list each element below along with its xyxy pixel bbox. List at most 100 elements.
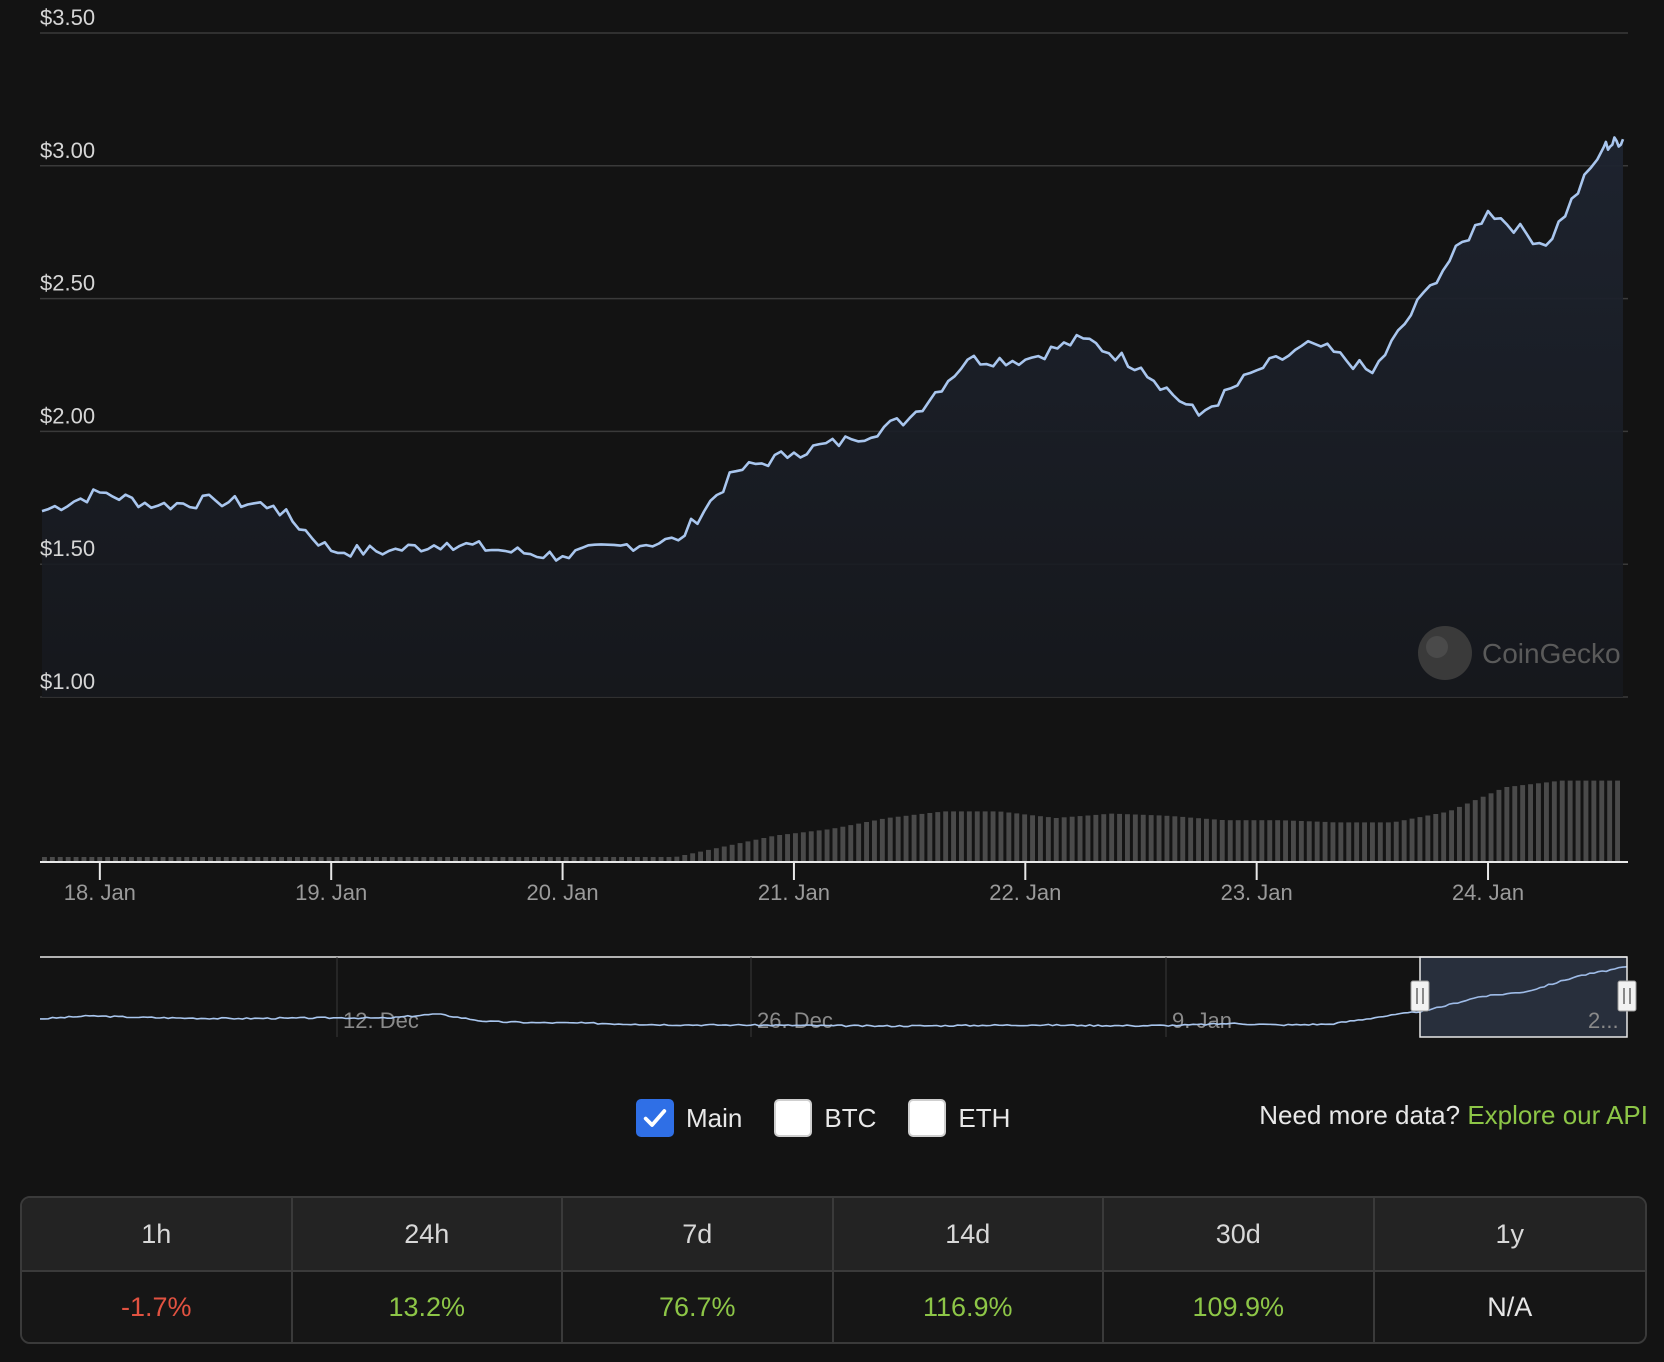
volume-bar [959,811,964,862]
volume-bar [1330,822,1336,862]
toggle-eth[interactable]: ETH [908,1099,1010,1137]
volume-bar [887,817,893,862]
volume-bar [453,857,458,862]
volume-bar [1077,816,1083,862]
volume-bar [152,857,158,862]
volume-bar [381,857,387,862]
range-navigator[interactable]: 12. Dec 26. Dec 9. Jan 2... [40,956,1637,1038]
watermark-text: CoinGecko [1482,638,1621,669]
volume-bar [168,857,174,862]
volume-bar [1101,814,1107,862]
volume-bar [318,857,324,862]
volume-bar [1528,784,1533,862]
volume-bar [445,857,451,862]
series-toggles: Main BTC ETH [636,1097,1042,1139]
volume-bar [200,857,205,862]
y-tick-label: $3.00 [40,138,95,163]
volume-bar [745,841,751,862]
navigator-selection[interactable] [1419,956,1628,1038]
volume-bar [1544,782,1549,862]
volume-bar [911,814,917,862]
volume-bar [271,857,277,862]
navigator-tick-label: 9. Jan [1172,1008,1232,1033]
volume-bar [627,857,632,862]
volume-bar [144,857,150,862]
price-area-fill [42,137,1623,697]
volume-bar [1251,820,1257,862]
volume-bar [295,857,300,862]
volume-bar [682,855,688,862]
volume-bar [302,857,308,862]
volume-bar [919,813,925,862]
volume-bar [358,857,364,862]
volume-bar [1433,814,1439,862]
btc-checkbox[interactable] [774,1099,813,1137]
toggle-main[interactable]: Main [636,1099,742,1137]
main-checkbox[interactable] [636,1099,674,1137]
volume-bar [247,857,253,862]
navigator-right-handle[interactable] [1617,980,1637,1012]
volume-bar [595,857,601,862]
volume-bar [761,838,767,862]
price-change-table: 1h 24h 7d 14d 30d 1y -1.7% 13.2% 76.7% 1… [20,1196,1647,1344]
volume-bar [713,848,719,862]
volume-bar [1093,814,1099,862]
volume-bar [666,857,672,862]
volume-bar [516,857,522,862]
eth-checkbox[interactable] [908,1099,947,1137]
navigator-left-handle[interactable] [1410,980,1430,1012]
volume-bar [97,857,103,862]
volume-bar [642,857,648,862]
volume-bar [856,823,862,862]
volume-bar [413,857,419,862]
price-line[interactable] [41,136,1625,562]
change-30d: 109.9% [1104,1272,1375,1342]
volume-bars [42,780,1620,862]
price-chart[interactable]: $1.00 $1.50 $2.00 $2.50 $3.00 $3.50 18. Jan 19… [0,0,1664,1060]
volume-bar [864,822,869,862]
volume-bar [1148,815,1154,862]
volume-bar [1441,812,1447,862]
volume-bar [777,835,783,862]
header-1y: 1y [1374,1198,1645,1272]
price-line-group[interactable] [41,136,1625,562]
x-tick-label: 19. Jan [295,880,367,905]
volume-bar [793,833,798,862]
x-tick-label: 23. Jan [1221,880,1293,905]
volume-bar [405,857,411,862]
volume-bar [287,857,292,862]
volume-bar [698,851,703,862]
explore-api-link[interactable]: Explore our API [1467,1100,1648,1130]
volume-bar [1140,814,1146,862]
volume-bar [611,857,617,862]
volume-bar [721,846,727,862]
volume-bar [231,857,237,862]
volume-bar [603,857,609,862]
volume-bar [1204,818,1209,862]
volume-bar [1085,815,1091,862]
volume-bar [208,857,213,862]
volume-bar [476,857,482,862]
toggle-btc[interactable]: BTC [774,1099,876,1137]
volume-bar [690,853,696,862]
volume-bar [974,811,980,862]
volume-bar [832,828,838,862]
volume-bar [1512,786,1518,862]
x-tick-label: 24. Jan [1452,880,1524,905]
volume-bar [1109,813,1115,862]
volume-bar [1069,816,1075,862]
price-chart-svg[interactable]: $1.00 $1.50 $2.00 $2.50 $3.00 $3.50 18. Jan 19… [0,0,1664,1060]
volume-bar [215,857,221,862]
volume-bar [1599,780,1605,862]
volume-bar [951,811,956,862]
gecko-eye-icon [1426,636,1448,658]
volume-bar [737,843,743,862]
volume-bar [1291,820,1296,862]
y-tick-label: $2.50 [40,271,95,296]
volume-bar [342,857,348,862]
volume-bar [555,857,561,862]
volume-bar [1125,814,1130,862]
volume-bar [1354,822,1360,862]
volume-bar [1496,789,1502,862]
volume-bar [113,857,118,862]
